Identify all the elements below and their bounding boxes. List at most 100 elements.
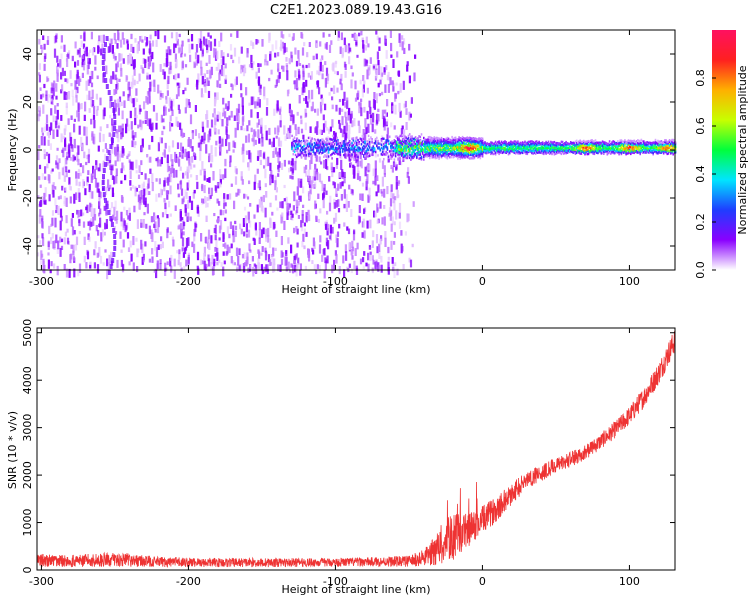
spectrogram-cell [276, 151, 279, 157]
spectrogram-cell [157, 30, 160, 40]
spectrogram-cell [406, 145, 409, 149]
spectrogram-cell [51, 210, 55, 216]
spectrogram-cell [245, 150, 249, 155]
spectrogram-cell [219, 144, 222, 152]
spectrogram-cell [252, 42, 255, 46]
spectrogram-cell [555, 152, 558, 155]
spectrogram-cell [399, 150, 402, 153]
spectrogram-cell [390, 240, 393, 250]
spectrogram-cell [610, 152, 612, 155]
spectrogram-cell [233, 200, 236, 210]
spectrogram-cell [466, 144, 469, 147]
spectrogram-cell [508, 146, 511, 150]
spectrogram-cell [175, 59, 178, 68]
spectrogram-cell [325, 137, 327, 140]
spectrogram-cell [293, 227, 296, 234]
spectrogram-cell [226, 134, 229, 140]
spectrogram-cell [402, 80, 405, 90]
spectrogram-cell [274, 147, 278, 155]
spectrogram-cell [358, 105, 361, 114]
spectrogram-cell [97, 145, 100, 152]
spectrogram-cell [505, 144, 507, 147]
spectrogram-cell [390, 146, 393, 153]
spectrogram-cell [359, 152, 362, 155]
spectrogram-cell [527, 148, 530, 151]
spectrogram-cell [424, 153, 426, 156]
spectrogram-cell [457, 146, 459, 150]
spectrogram-cell [510, 149, 512, 152]
spectrogram-cell [333, 139, 336, 142]
spectrogram-cell [414, 140, 417, 143]
spectrogram-cell [333, 70, 337, 75]
spectrogram-cell [426, 146, 429, 149]
spectrogram-cell [375, 261, 378, 270]
spectrogram-cell [210, 262, 213, 270]
spectrogram-cell [290, 51, 293, 59]
spectrogram-cell [474, 146, 477, 150]
spectrogram-cell [380, 146, 383, 149]
spectrogram-cell [594, 147, 597, 150]
spectrogram-cell [302, 204, 305, 208]
spectrogram-cell [56, 69, 59, 77]
spectrogram-cell [406, 171, 409, 178]
spectrogram-cell [351, 153, 353, 156]
spectrogram-cell [280, 236, 283, 246]
spectrogram-cell [244, 262, 247, 266]
spectrogram-cell [427, 136, 430, 139]
spectrogram-cell [555, 150, 558, 154]
spectrogram-cell [104, 153, 107, 161]
spectrogram-cell [453, 142, 456, 145]
spectrogram-cell [270, 261, 273, 266]
spectrogram-cell [55, 205, 58, 210]
spectrogram-cell [88, 58, 91, 65]
spectrogram-cell [331, 168, 334, 178]
spectrogram-cell [292, 153, 295, 156]
spectrogram-cell [427, 141, 430, 144]
spectrogram-cell [433, 144, 436, 147]
spectrogram-cell [351, 144, 353, 148]
spectrogram-cell [247, 211, 250, 221]
spectrogram-cell [386, 146, 389, 149]
spectrogram-cell [323, 145, 325, 148]
spectrogram-cell [65, 197, 68, 207]
spectrogram-cell [289, 175, 292, 179]
spectrogram-cell [378, 93, 381, 97]
spectrogram-cell [343, 176, 346, 184]
spectrogram-cell [173, 269, 176, 279]
spectrogram-cell [425, 145, 427, 148]
spectrogram-cell [308, 90, 311, 100]
spectrogram-cell [468, 141, 471, 144]
spectrogram-cell [271, 211, 274, 216]
spectrogram-cell [383, 205, 386, 209]
spectrogram-cell [91, 191, 94, 199]
spectrogram-cell [399, 83, 402, 93]
spectrogram-cell [185, 238, 189, 248]
spectrogram-cell [400, 152, 403, 155]
spectrogram-cell [297, 147, 299, 150]
spectrogram-cell [346, 148, 349, 152]
spectrogram-cell [591, 144, 593, 147]
spectrogram-cell [606, 150, 609, 153]
spectrogram-cell [381, 160, 385, 169]
spectrogram-cell [338, 99, 342, 103]
spectrogram-cell [379, 238, 382, 245]
spectrogram-cell [397, 137, 399, 140]
spectrogram-cell [305, 79, 308, 87]
spectrogram-cell [96, 75, 99, 80]
spectrogram-cell [331, 119, 334, 128]
spectrogram-cell [164, 262, 167, 272]
spectrogram-cell [587, 139, 590, 143]
spectrogram-cell [297, 58, 300, 66]
spectrogram-cell [459, 147, 462, 150]
spectrogram-cell [132, 64, 136, 70]
spectrogram-cell [303, 139, 305, 142]
spectrogram-cell [443, 138, 445, 141]
spectrogram-cell [110, 251, 113, 260]
spectrogram-cell [347, 201, 350, 208]
spectrogram-cell [42, 104, 45, 114]
spectrogram-cell [592, 152, 594, 155]
spectrogram-cell [560, 143, 563, 147]
spectrogram-cell [302, 70, 305, 80]
spectrogram-cell [308, 63, 311, 68]
spectrogram-cell [550, 144, 552, 147]
